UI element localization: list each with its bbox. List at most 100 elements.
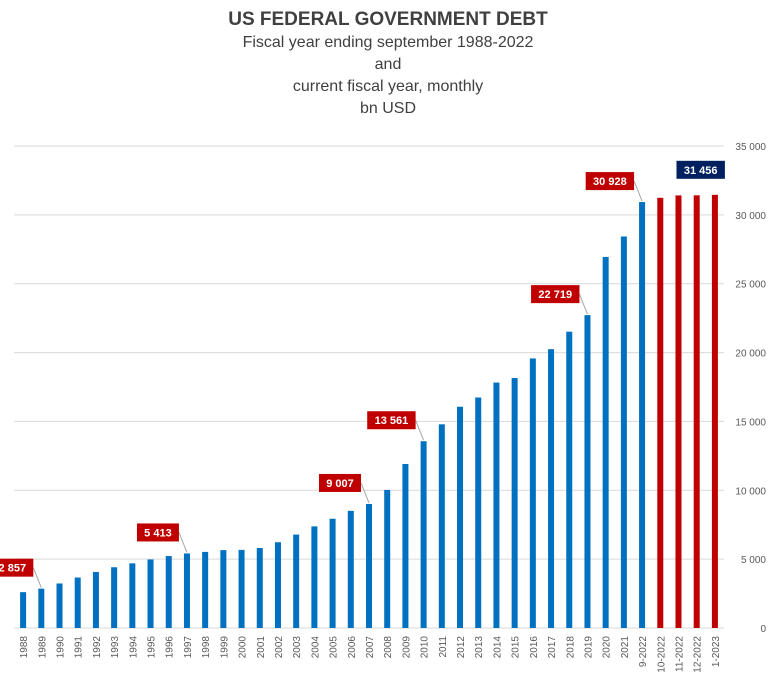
x-tick-label: 1992 [92,636,103,659]
x-tick-label: 1999 [219,636,230,659]
bar [256,548,263,628]
x-tick-label: 2005 [329,636,340,659]
bar [402,463,409,628]
x-tick-label: 1993 [110,636,121,659]
bar [238,549,245,628]
y-axis-ticks: 0 5 000 10 000 15 000 20 000 25 000 30 000 35 0… [735,142,766,635]
x-tick-label: 2019 [583,636,594,659]
bar [675,195,682,628]
x-tick-label: 2017 [547,636,558,659]
x-tick-label: 1989 [37,636,48,659]
x-tick-label: 9-2022 [638,636,649,668]
x-axis-ticks: 1988 1989 1990 1991 1992 1993 1994 1995 1996 1997… [19,636,722,673]
x-tick-label: 2003 [292,636,303,659]
x-tick-label: 2018 [565,636,576,659]
data-label: 2 857 [0,563,26,575]
x-tick-label: 2010 [420,636,431,659]
x-tick-label: 2020 [602,636,613,659]
bar [711,194,718,628]
bar [56,583,63,628]
data-label-box [531,285,580,304]
data-label-box [319,473,361,492]
data-label: 13 561 [375,415,409,427]
bar [475,397,482,628]
data-label-box [136,523,179,542]
bar [20,592,27,628]
y-tick-label: 35 000 [735,142,766,153]
bar [438,424,445,628]
bar [457,406,464,628]
bar [511,378,518,628]
bar [165,556,172,628]
bar [147,559,154,628]
x-tick-label: 2000 [238,636,249,659]
y-tick-label: 20 000 [735,349,766,360]
bar [693,195,700,628]
bar [129,563,136,628]
x-tick-label: 2009 [401,636,412,659]
x-tick-label: 2014 [492,636,503,659]
x-tick-label: 2012 [456,636,467,659]
leader-line [633,180,643,202]
bar [92,572,99,628]
chart-subtitle-line-3: current fiscal year, monthly [292,78,484,95]
data-label: 30 928 [593,176,627,188]
x-tick-label: 1994 [128,636,139,659]
x-tick-label: 1991 [74,636,85,659]
x-tick-label: 1997 [183,636,194,659]
x-tick-label: 2013 [474,636,485,659]
data-label-box [585,172,635,191]
leader-line [578,293,588,315]
x-tick-label: 2011 [438,636,449,658]
chart-subtitle-line-4: bn USD [359,100,417,117]
data-label-box [367,411,416,430]
x-tick-label: 1990 [56,636,67,659]
chart-subtitle-line-1: Fiscal year ending september 1988-2022 [242,34,534,51]
y-tick-label: 15 000 [735,417,766,428]
y-tick-label: 0 [760,624,766,635]
bar [293,534,300,628]
data-label: 9 007 [326,478,354,490]
x-tick-label: 2021 [620,636,631,659]
chart-title: US FEDERAL GOVERNMENT DEBT [228,9,548,30]
x-tick-label: 1998 [201,636,212,659]
y-tick-label: 10 000 [735,486,766,497]
bar [183,553,190,628]
x-tick-label: 2001 [256,636,267,659]
bar [347,510,354,628]
bar [493,382,500,628]
x-tick-label: 2015 [511,636,522,659]
bar [566,331,573,628]
chart-title-block: US FEDERAL GOVERNMENT DEBT Fiscal year e… [0,8,776,120]
data-label: 5 413 [144,527,172,539]
x-tick-label: 2008 [383,636,394,659]
x-tick-label: 12-2022 [693,636,704,673]
bar [366,503,372,628]
data-label: 31 456 [684,165,718,177]
y-tick-label: 25 000 [735,280,766,291]
data-label-box [0,558,34,577]
bar [584,315,591,628]
bar [111,567,118,628]
bar [602,256,609,628]
data-labels: 2 857 5 413 9 007 13 561 22 719 30 928 31 456 [0,160,725,588]
bar [639,202,646,628]
chart-subtitle-line-2: and [374,56,402,73]
y-tick-label: 5 000 [741,555,766,566]
x-tick-label: 1996 [165,636,176,659]
x-tick-label: 2002 [274,636,285,659]
x-tick-label: 2006 [347,636,358,659]
bar [384,489,391,628]
x-tick-label: 1988 [19,636,30,659]
y-tick-label: 30 000 [735,211,766,222]
bar [657,197,664,629]
bar [220,550,227,628]
x-tick-label: 2007 [365,636,376,659]
bar [38,588,45,628]
data-label-box [676,160,725,179]
x-tick-label: 1995 [147,636,158,659]
data-label: 22 719 [538,289,572,301]
bar [74,577,81,628]
leader-line [178,532,188,553]
